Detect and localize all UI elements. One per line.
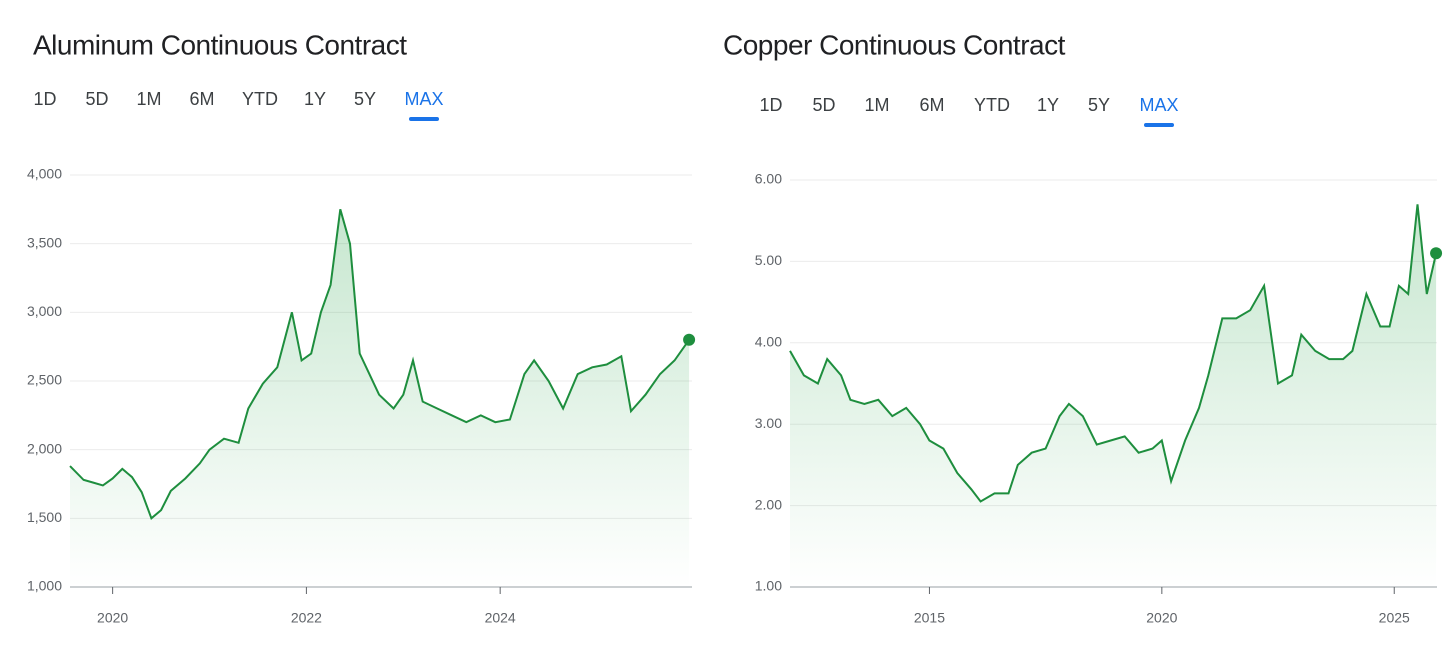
range-button[interactable]: 1Y xyxy=(304,89,326,109)
x-tick-label: 2024 xyxy=(485,610,516,626)
x-tick-label: 2025 xyxy=(1379,610,1410,626)
y-tick-label: 2,500 xyxy=(27,372,62,388)
y-tick-label: 4,000 xyxy=(27,166,62,182)
range-underline xyxy=(409,117,439,121)
range-button[interactable]: 1D xyxy=(759,95,782,115)
x-tick-label: 2022 xyxy=(291,610,322,626)
range-button[interactable]: YTD xyxy=(974,95,1010,115)
y-tick-label: 3,500 xyxy=(27,234,62,250)
y-tick-label: 4.00 xyxy=(755,334,782,350)
range-button[interactable]: MAX xyxy=(1139,95,1178,115)
y-tick-label: 3.00 xyxy=(755,415,782,431)
range-button[interactable]: 1D xyxy=(33,89,56,109)
y-tick-label: 5.00 xyxy=(755,252,782,268)
x-tick-label: 2020 xyxy=(1146,610,1177,626)
y-tick-label: 3,000 xyxy=(27,303,62,319)
range-underline xyxy=(1144,123,1174,127)
range-button[interactable]: 5Y xyxy=(354,89,376,109)
range-button[interactable]: 6M xyxy=(189,89,214,109)
range-button[interactable]: MAX xyxy=(404,89,443,109)
y-tick-label: 2,000 xyxy=(27,440,62,456)
x-tick-label: 2015 xyxy=(914,610,945,626)
range-button[interactable]: 1Y xyxy=(1037,95,1059,115)
range-button[interactable]: 1M xyxy=(136,89,161,109)
range-button[interactable]: 1M xyxy=(864,95,889,115)
y-tick-label: 1,000 xyxy=(27,578,62,594)
line xyxy=(69,209,690,520)
range-button[interactable]: 5Y xyxy=(1088,95,1110,115)
chart-title: Aluminum Continuous Contract xyxy=(33,29,407,60)
range-button[interactable]: 6M xyxy=(919,95,944,115)
y-tick-label: 6.00 xyxy=(755,171,782,187)
range-button[interactable]: 5D xyxy=(85,89,108,109)
last-point xyxy=(1430,247,1443,260)
line xyxy=(789,204,1438,503)
x-tick-label: 2020 xyxy=(97,610,128,626)
y-tick-label: 1.00 xyxy=(755,578,782,594)
area xyxy=(790,204,1437,587)
chart-title: Copper Continuous Contract xyxy=(723,29,1066,60)
range-button[interactable]: YTD xyxy=(242,89,278,109)
area xyxy=(70,209,690,588)
last-point xyxy=(683,333,696,346)
y-tick-label: 1,500 xyxy=(27,509,62,525)
y-tick-label: 2.00 xyxy=(755,496,782,512)
range-button[interactable]: 5D xyxy=(812,95,835,115)
